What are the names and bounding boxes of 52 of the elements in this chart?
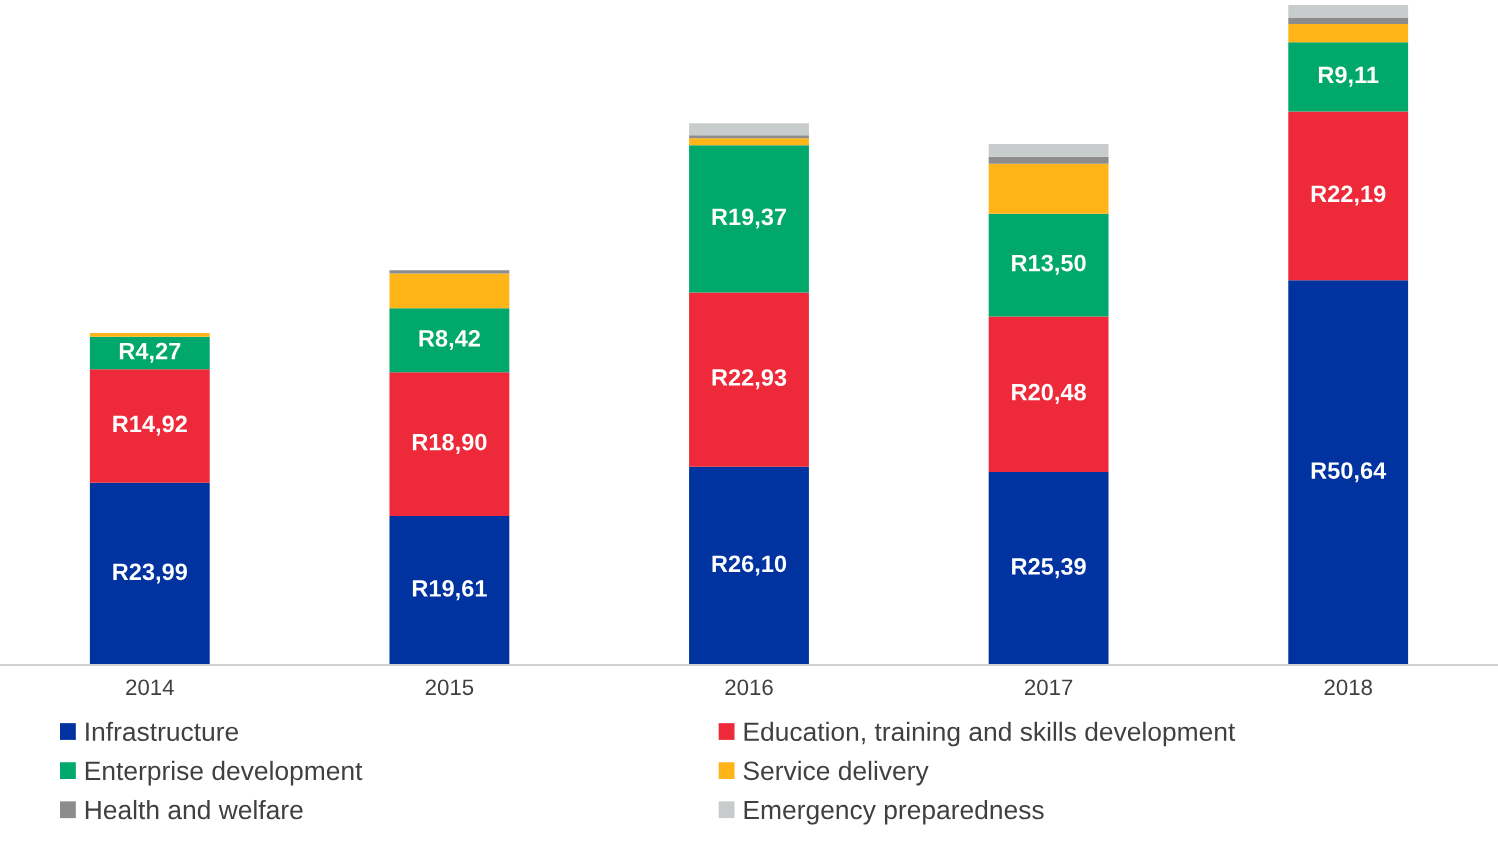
x-tick-label: 2016 [725,679,773,696]
bar [389,270,510,274]
data-label: R50,64 [1311,462,1387,483]
data-label: R18,90 [412,433,487,454]
bar [988,143,1109,157]
bar [988,472,1109,665]
legend-label: Enterprise development [85,760,363,786]
bar [1288,111,1409,281]
legend-label: Service delivery [743,760,929,786]
bar [689,138,809,146]
x-tick-label: 2018 [1324,679,1372,696]
data-label: R23,99 [113,563,187,584]
data-label: R20,48 [1012,383,1086,404]
legend-label: Emergency preparedness [744,799,1044,825]
bar [1288,280,1409,665]
legend-label: Infrastructure [86,721,239,742]
legend-label: Education, training and skills development [744,721,1236,747]
bar [1288,17,1409,25]
bar [389,273,510,309]
data-label: R22,93 [712,369,787,390]
bar [689,135,809,139]
legend-label: Health and welfare [85,799,303,820]
bar [389,308,510,373]
bar [1288,5,1409,18]
bar [689,123,809,136]
bar [1288,24,1409,43]
bar [89,482,210,665]
data-label: R14,92 [113,415,187,436]
bar [988,213,1109,317]
data-label: R8,42 [419,329,480,351]
bar [689,466,809,665]
bar [689,145,809,293]
bar [89,333,210,337]
data-label: R19,37 [712,208,787,229]
bar [89,369,210,483]
data-label: R19,61 [412,580,487,601]
data-label: R9,11 [1318,66,1379,87]
bar [389,372,510,516]
data-label: R4,27 [119,342,181,363]
bar [1288,42,1409,112]
x-tick-label: 2017 [1025,679,1073,696]
bar [689,292,809,467]
bar [988,316,1109,473]
x-tick-label: 2015 [425,679,474,696]
data-label: R26,10 [712,555,787,576]
data-label: R22,19 [1311,185,1386,206]
bar [988,163,1109,214]
data-label: R13,50 [1012,254,1086,275]
bar [389,515,510,665]
data-label: R25,39 [1012,558,1086,579]
x-tick-label: 2014 [126,679,174,696]
bar [988,156,1109,164]
